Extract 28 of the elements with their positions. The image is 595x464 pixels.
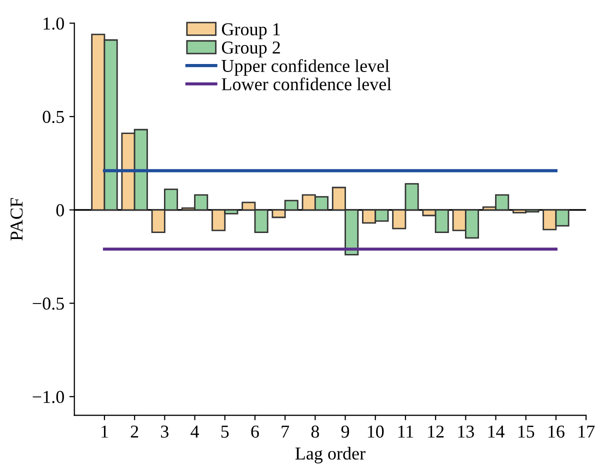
x-tick-label: 16: [548, 426, 564, 438]
x-axis-title: Lag order: [295, 446, 366, 464]
y-tick-label: 1.0: [44, 17, 64, 30]
x-tick-label: 7: [282, 426, 290, 438]
y-tick-label: −0.5: [32, 298, 64, 310]
x-tick-label: 12: [428, 426, 444, 438]
x-tick-label: 8: [311, 426, 319, 438]
y-tick-label: 0: [56, 204, 64, 216]
legend-label: Group 1: [222, 23, 280, 40]
x-tick-label: 3: [161, 426, 168, 438]
x-tick-label: 9: [341, 426, 350, 438]
x-tick-label: 17: [578, 426, 595, 438]
x-tick-label: 11: [398, 426, 414, 438]
x-tick-label: 13: [458, 426, 474, 438]
x-tick-label: 14: [488, 426, 505, 438]
y-tick-label: 0.5: [42, 110, 64, 124]
x-tick-label: 10: [368, 426, 384, 438]
x-tick-label: 4: [190, 426, 200, 438]
y-axis-title: PACF: [10, 198, 23, 240]
x-tick-label: 2: [130, 426, 138, 438]
x-tick-label: 15: [518, 426, 534, 438]
y-tick-label: −1.0: [32, 390, 64, 404]
legend-label: Upper confidence level: [222, 59, 390, 76]
legend-label: Group 2: [222, 42, 280, 58]
x-tick-label: 1: [102, 426, 108, 438]
x-tick-label: 6: [251, 426, 259, 438]
x-tick-label: 5: [221, 426, 229, 438]
legend-label: Lower confidence level: [222, 77, 392, 90]
